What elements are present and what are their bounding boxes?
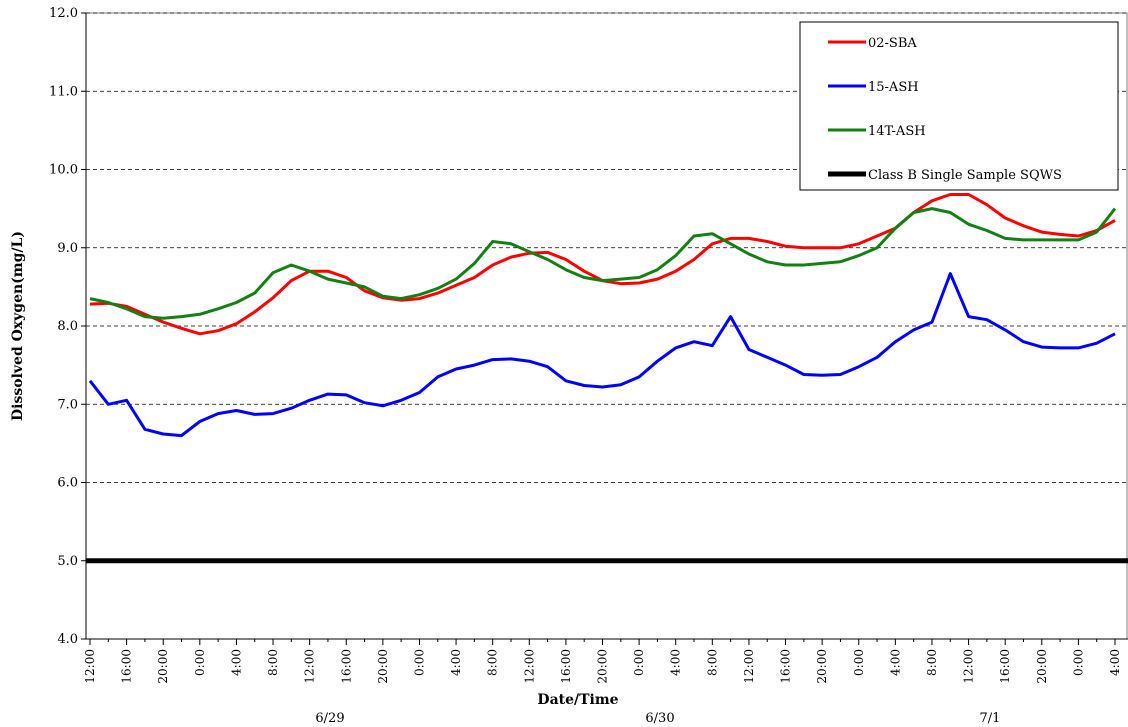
legend-box — [799, 21, 1119, 191]
date-label: 6/29 — [315, 711, 344, 726]
x-tick-label: 4:00 — [229, 649, 243, 676]
legend-label: 15-ASH — [868, 80, 919, 95]
x-tick-label: 0:00 — [852, 649, 866, 676]
y-tick-label: 5.0 — [57, 554, 78, 569]
legend-label: 14T-ASH — [868, 124, 926, 139]
x-tick-label: 8:00 — [486, 649, 500, 676]
date-label: 6/30 — [645, 711, 674, 726]
y-tick-label: 7.0 — [57, 397, 78, 412]
legend: 02-SBA 15-ASH 14T-ASH Class B Single Sample… — [799, 21, 1119, 191]
y-tick-label: 10.0 — [49, 163, 78, 178]
x-tick-label: 16:00 — [559, 649, 573, 684]
x-tick-label: 16:00 — [779, 649, 793, 684]
x-tick-label: 20:00 — [815, 649, 829, 684]
y-tick-label: 9.0 — [57, 241, 78, 256]
y-axis-title: Dissolved Oxygen(mg/L) — [10, 231, 26, 421]
series-line — [89, 207, 1117, 320]
x-tick-label: 12:00 — [522, 649, 536, 684]
y-tick-label: 6.0 — [57, 476, 78, 491]
x-tick-label: 8:00 — [925, 649, 939, 676]
x-tick-label: 0:00 — [193, 649, 207, 676]
x-tick-label: 20:00 — [1035, 649, 1049, 684]
x-tick-label: 0:00 — [632, 649, 646, 676]
y-tick-label: 8.0 — [57, 319, 78, 334]
x-tick-label: 8:00 — [266, 649, 280, 676]
x-tick-label: 20:00 — [156, 649, 170, 684]
y-tick-label: 12.0 — [49, 6, 78, 21]
x-tick-label: 4:00 — [669, 649, 683, 676]
x-tick-label: 4:00 — [888, 649, 902, 676]
x-tick-label: 4:00 — [449, 649, 463, 676]
x-tick-label: 16:00 — [339, 649, 353, 684]
x-tick-label: 0:00 — [1071, 649, 1085, 676]
x-axis-title: Date/Time — [537, 692, 618, 708]
x-tick-label: 16:00 — [998, 649, 1012, 684]
series-line — [89, 193, 1116, 336]
legend-label: Class B Single Sample SQWS — [868, 168, 1062, 183]
x-tick-label: 0:00 — [412, 649, 426, 676]
x-tick-label: 4:00 — [1108, 649, 1122, 676]
y-tick-label: 11.0 — [49, 84, 78, 99]
series-line — [88, 272, 1116, 438]
x-tick-label: 12:00 — [83, 649, 97, 684]
x-tick-label: 16:00 — [120, 649, 134, 684]
x-tick-label: 20:00 — [596, 649, 610, 684]
x-tick-label: 12:00 — [742, 649, 756, 684]
x-tick-label: 12:00 — [303, 649, 317, 684]
x-tick-label: 12:00 — [962, 649, 976, 684]
x-tick-label: 8:00 — [705, 649, 719, 676]
x-tick-label: 20:00 — [376, 649, 390, 684]
y-tick-label: 4.0 — [57, 632, 78, 647]
legend-label: 02-SBA — [868, 36, 917, 51]
date-label: 7/1 — [980, 711, 1001, 726]
